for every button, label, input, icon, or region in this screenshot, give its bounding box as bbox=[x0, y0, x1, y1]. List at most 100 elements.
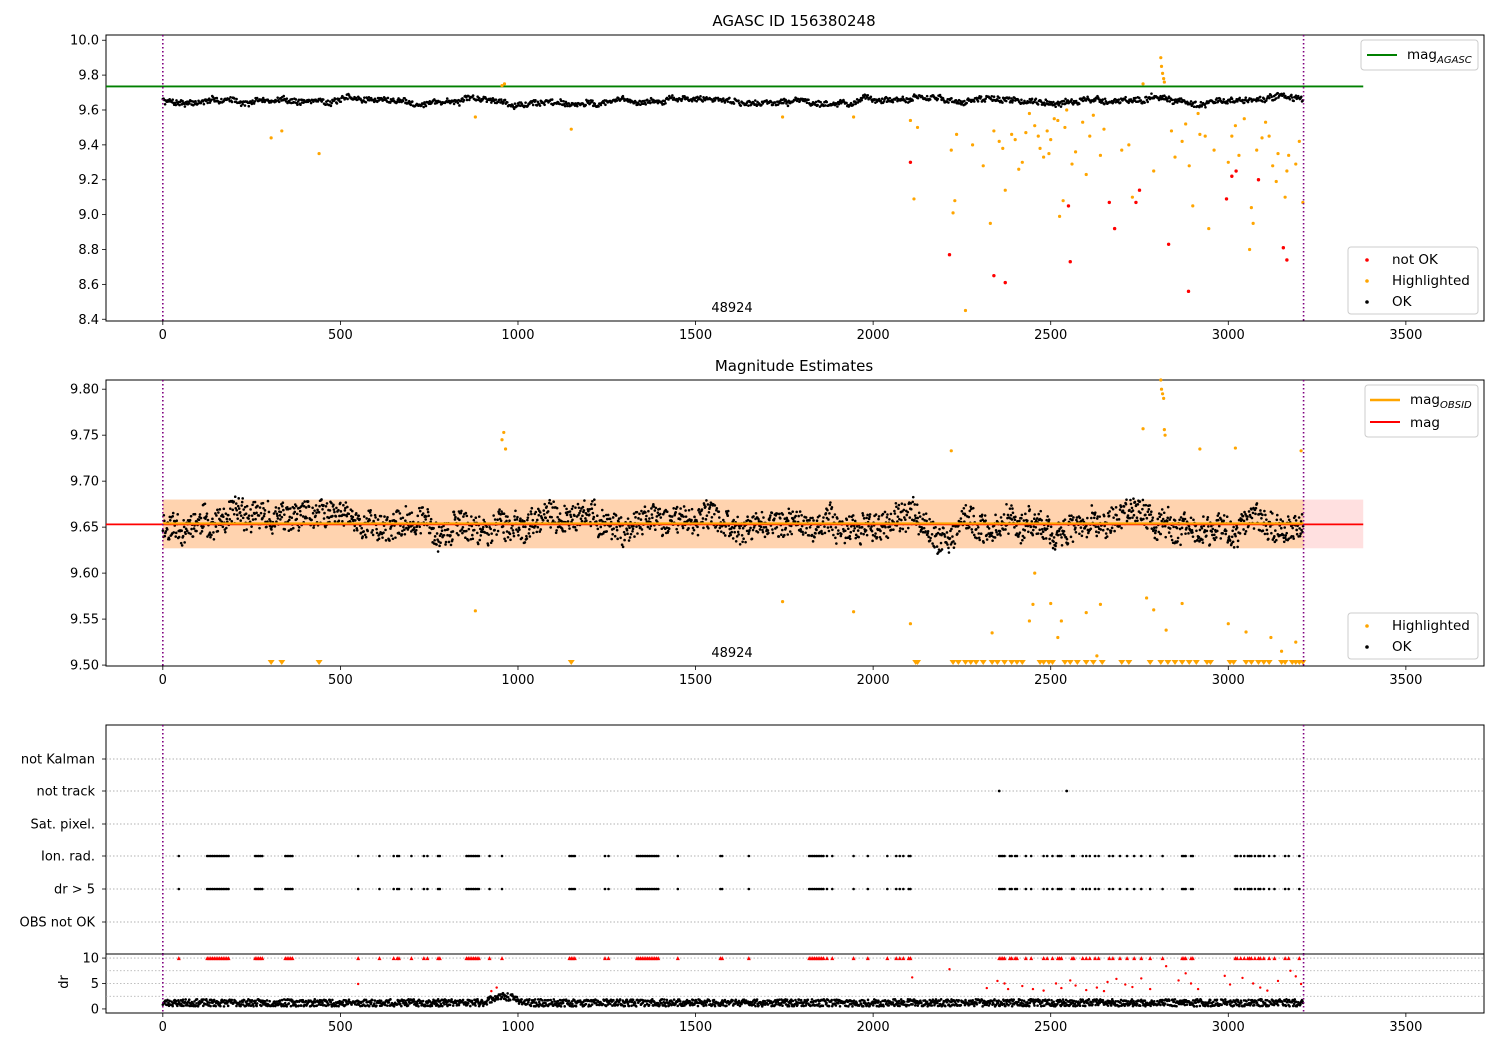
highlighted-point bbox=[1180, 601, 1184, 606]
dr-ok-point bbox=[208, 1001, 211, 1004]
ok-point bbox=[364, 535, 368, 539]
ok-point bbox=[821, 520, 825, 523]
highlighted-point bbox=[1203, 134, 1207, 138]
ok-point bbox=[168, 518, 172, 522]
ok-point bbox=[337, 519, 341, 523]
ok-point bbox=[1048, 537, 1051, 541]
ok-point bbox=[947, 546, 950, 550]
ok-point bbox=[253, 500, 257, 504]
ok-point bbox=[678, 517, 682, 521]
ok-point bbox=[771, 528, 774, 531]
highlighted-point bbox=[988, 221, 992, 225]
ok-point bbox=[464, 536, 467, 540]
ok-point bbox=[824, 512, 828, 515]
ok-point bbox=[526, 516, 530, 519]
ok-point bbox=[556, 515, 559, 519]
dr-ok-point bbox=[250, 999, 254, 1002]
ion-rad-point bbox=[1287, 854, 1290, 858]
ok-point bbox=[269, 519, 272, 523]
ok-point bbox=[297, 98, 301, 102]
ok-point bbox=[301, 502, 304, 505]
ok-point bbox=[175, 519, 179, 523]
ok-point bbox=[866, 93, 870, 97]
ok-point bbox=[645, 514, 648, 518]
ok-point bbox=[801, 530, 804, 534]
ok-point bbox=[1164, 535, 1167, 539]
ok-point bbox=[638, 512, 641, 516]
ok-point bbox=[329, 104, 333, 108]
ok-point bbox=[1254, 512, 1257, 516]
dr-gt-5-point bbox=[291, 887, 294, 891]
ok-point bbox=[853, 519, 857, 523]
ok-point bbox=[774, 514, 778, 517]
highlighted-point bbox=[1160, 392, 1165, 396]
ok-point bbox=[781, 528, 784, 532]
highlighted-point bbox=[473, 115, 477, 119]
ok-point bbox=[551, 506, 554, 509]
agasc-panel-title: AGASC ID 156380248 bbox=[712, 12, 875, 30]
ok-point bbox=[1023, 528, 1027, 532]
ok-point bbox=[451, 530, 455, 533]
ok-point bbox=[485, 100, 489, 104]
highlighted-point bbox=[1145, 596, 1149, 600]
ok-point bbox=[810, 103, 814, 107]
highlighted-point bbox=[1162, 428, 1166, 432]
dr-ok-point bbox=[389, 998, 392, 1001]
ok-point bbox=[999, 516, 1003, 519]
ok-point bbox=[750, 537, 754, 541]
ok-point bbox=[870, 525, 873, 528]
ok-point bbox=[250, 514, 254, 517]
ok-point bbox=[814, 532, 817, 535]
ok-point bbox=[1077, 102, 1081, 106]
highlighted-point bbox=[1027, 619, 1032, 623]
ok-point bbox=[505, 530, 509, 533]
ok-point bbox=[1250, 508, 1253, 511]
ok-point bbox=[834, 526, 838, 529]
ok-point bbox=[1114, 506, 1118, 509]
ok-point bbox=[335, 506, 338, 510]
ok-point bbox=[471, 537, 475, 541]
ok-point bbox=[805, 526, 808, 530]
magnitude-legend-bottom: Highlighted OK bbox=[1347, 612, 1479, 660]
ok-point bbox=[436, 538, 439, 541]
ok-point bbox=[641, 532, 644, 536]
ok-point bbox=[285, 97, 289, 100]
ok-point bbox=[293, 510, 297, 514]
not-ok-point bbox=[1234, 169, 1238, 173]
ok-point bbox=[1224, 529, 1228, 533]
highlighted-point bbox=[1020, 160, 1024, 164]
ok-point bbox=[438, 544, 441, 548]
ok-point bbox=[766, 529, 770, 532]
ok-point bbox=[234, 502, 238, 505]
ok-point bbox=[871, 539, 874, 543]
ok-point bbox=[639, 526, 642, 529]
dr-ok-point bbox=[260, 1004, 263, 1008]
ok-point bbox=[911, 500, 915, 504]
ok-point bbox=[654, 506, 658, 510]
ok-point bbox=[1260, 516, 1263, 520]
ok-point bbox=[433, 535, 437, 538]
ok-point bbox=[225, 526, 228, 530]
ok-point bbox=[1172, 525, 1175, 529]
ok-point bbox=[900, 502, 904, 505]
ok-point bbox=[247, 517, 250, 520]
ok-point bbox=[401, 529, 404, 533]
ok-point bbox=[1258, 529, 1262, 532]
dr-gt-5-point bbox=[1015, 887, 1019, 891]
ok-point bbox=[1149, 513, 1153, 516]
ok-point bbox=[896, 515, 900, 518]
ok-point bbox=[1300, 528, 1303, 532]
ok-point bbox=[202, 102, 206, 106]
ok-point bbox=[628, 526, 631, 530]
ok-point bbox=[1107, 514, 1111, 518]
ok-point bbox=[900, 518, 903, 522]
ok-point bbox=[261, 501, 265, 505]
ok-point bbox=[1131, 509, 1135, 512]
ok-point bbox=[865, 516, 868, 520]
ok-point bbox=[255, 511, 258, 515]
ok-point bbox=[1081, 518, 1085, 521]
ok-point bbox=[1281, 520, 1285, 523]
ok-point bbox=[206, 535, 209, 538]
ok-point bbox=[1185, 526, 1188, 530]
